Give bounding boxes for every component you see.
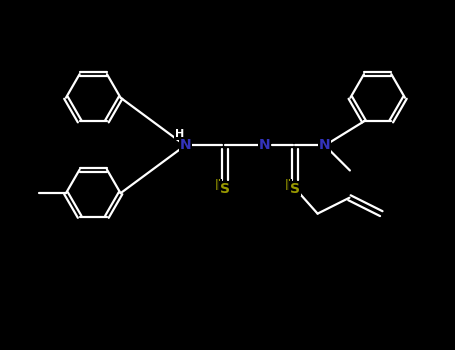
Text: ||: || xyxy=(284,180,292,190)
Text: H: H xyxy=(175,129,184,139)
Text: N: N xyxy=(319,139,331,153)
Text: N: N xyxy=(259,139,271,153)
Text: S: S xyxy=(220,182,230,196)
Text: S: S xyxy=(290,182,300,196)
Text: N: N xyxy=(179,139,191,153)
Text: ||: || xyxy=(214,180,222,190)
